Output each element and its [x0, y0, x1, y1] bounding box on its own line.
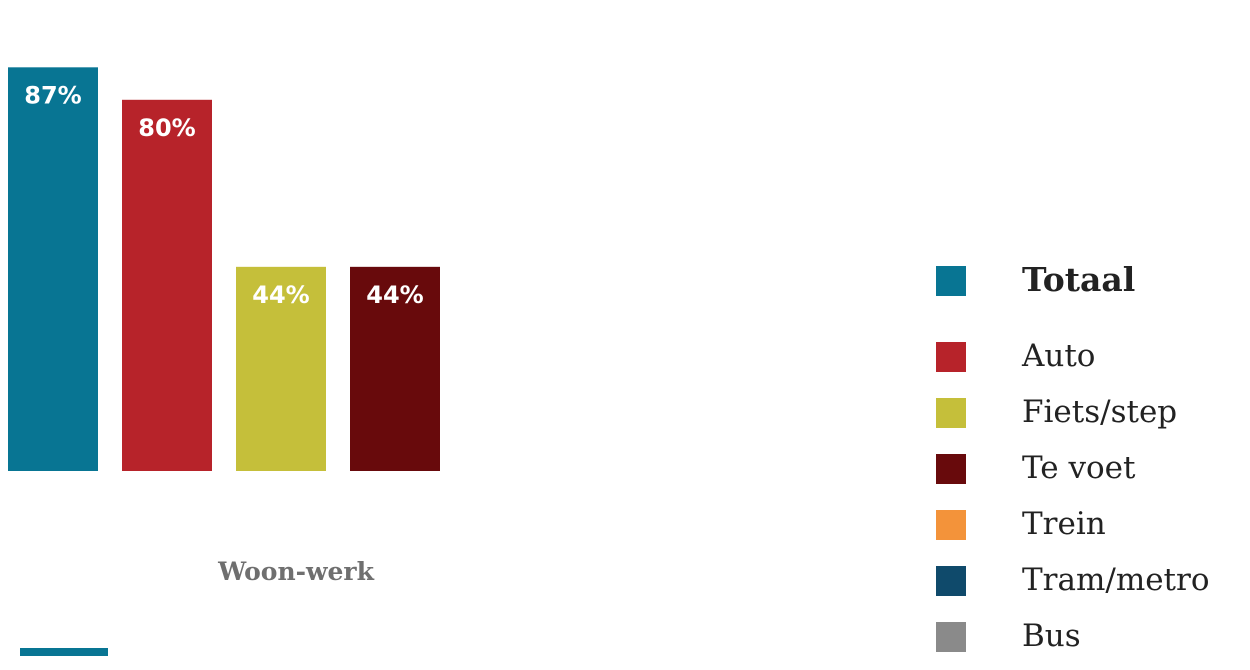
legend-label-trein: Trein — [1022, 506, 1106, 542]
legend: Totaal Auto Fiets/step Te voet Trein Tra… — [930, 258, 1250, 670]
legend-swatch-auto — [936, 342, 966, 372]
legend-item-bus: Bus — [930, 614, 1250, 670]
legend-swatch-bus — [936, 622, 966, 652]
bar-value-label-te-voet: 44% — [366, 281, 423, 309]
legend-label-te-voet: Te voet — [1022, 450, 1136, 486]
legend-swatch-te-voet — [936, 454, 966, 484]
bar-chart: 87% 80% 44% 44% Woon-werk — [8, 67, 440, 586]
legend-swatch-totaal — [936, 266, 966, 296]
category-label: Woon-werk — [217, 557, 375, 586]
legend-item-fiets-step: Fiets/step — [930, 390, 1250, 446]
legend-label-auto: Auto — [1022, 338, 1096, 374]
bar-totaal — [8, 67, 98, 471]
legend-item-tram-metro: Tram/metro — [930, 558, 1250, 614]
legend-swatch-trein — [936, 510, 966, 540]
legend-swatch-tram-metro — [936, 566, 966, 596]
bar-value-label-auto: 80% — [138, 114, 195, 142]
bar-value-label-totaal: 87% — [24, 81, 81, 109]
legend-label-totaal: Totaal — [1022, 260, 1136, 299]
legend-item-auto: Auto — [930, 334, 1250, 390]
bars-group: 87% 80% 44% 44% — [8, 67, 440, 472]
bar-fiets-step — [236, 266, 326, 471]
legend-label-tram-metro: Tram/metro — [1022, 562, 1210, 598]
legend-swatch-fiets-step — [936, 398, 966, 428]
bar-auto — [122, 99, 212, 472]
legend-item-totaal: Totaal — [930, 258, 1250, 334]
legend-item-trein: Trein — [930, 502, 1250, 558]
bar-value-label-fiets-step: 44% — [252, 281, 309, 309]
next-group-bar-top — [20, 648, 108, 656]
legend-label-fiets-step: Fiets/step — [1022, 394, 1178, 430]
legend-label-bus: Bus — [1022, 618, 1081, 654]
bar-te-voet — [350, 266, 440, 471]
legend-item-te-voet: Te voet — [930, 446, 1250, 502]
